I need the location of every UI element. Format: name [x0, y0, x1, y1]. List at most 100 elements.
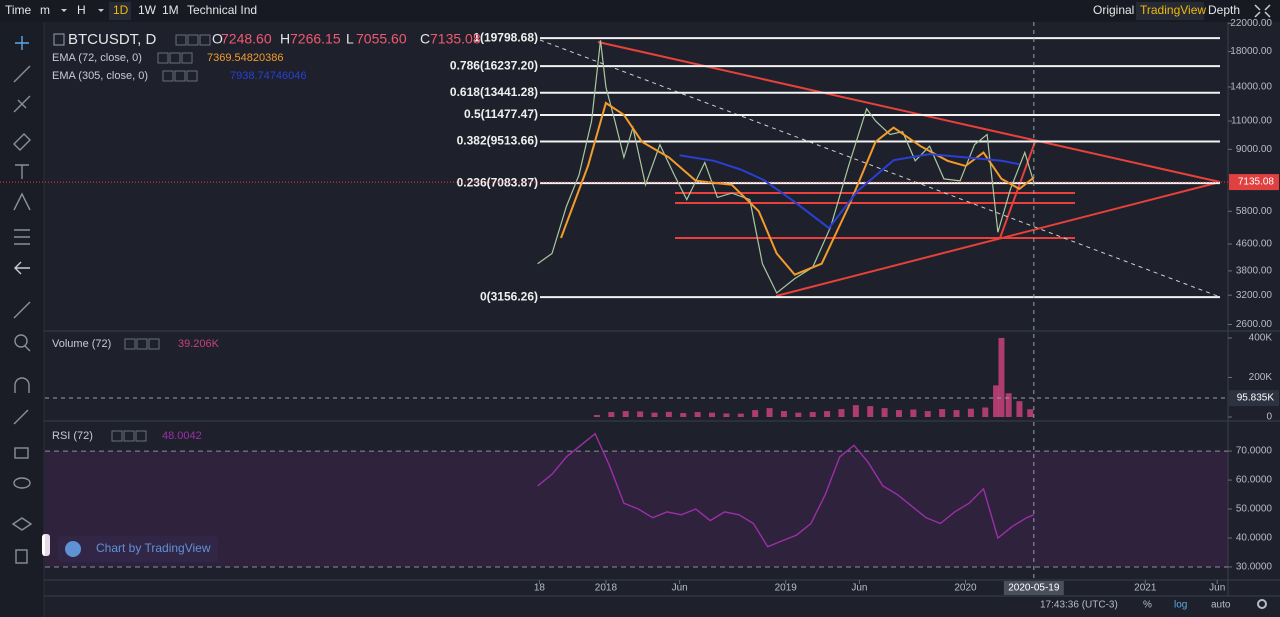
- clock: 17:43:36 (UTC-3): [1040, 600, 1118, 611]
- active-view: [1136, 2, 1204, 20]
- legend-icon[interactable]: [157, 52, 169, 64]
- volume-bar: [881, 408, 888, 417]
- legend-icon[interactable]: [136, 338, 148, 350]
- y-tick-label: 9000.00: [1236, 144, 1273, 155]
- legend-icon[interactable]: [123, 430, 135, 442]
- toolbar-dropdown[interactable]: H: [77, 3, 86, 17]
- volume-bar: [752, 410, 759, 417]
- dropdown-arrow: [98, 9, 104, 12]
- ohlc-label: C: [420, 31, 430, 47]
- legend-icon[interactable]: [174, 70, 186, 82]
- indicator-name[interactable]: EMA (72, close, 0): [52, 52, 142, 64]
- fib-label: 0(3156.26): [480, 289, 538, 303]
- trend-dashed-line: [539, 39, 1221, 298]
- ohlc-value: 7135.08: [430, 31, 481, 47]
- x-tick-label: 2020: [954, 583, 977, 594]
- volume-bar: [867, 406, 874, 417]
- x-tick-label: Jun: [851, 583, 867, 594]
- legend-icon[interactable]: [124, 338, 136, 350]
- volume-bar: [709, 412, 716, 417]
- fib-label: 0.786(16237.20): [450, 58, 538, 72]
- collapse-handle[interactable]: [42, 534, 50, 556]
- x-tick-label: 2018: [595, 583, 618, 594]
- volume-bar: [622, 411, 629, 417]
- x-tick-label: 2021: [1134, 583, 1157, 594]
- volume-bar: [665, 411, 672, 417]
- y-tick-label: 3800.00: [1236, 266, 1273, 277]
- legend-icon[interactable]: [181, 52, 193, 64]
- pane-title[interactable]: Volume (72): [52, 338, 111, 350]
- legend-icon[interactable]: [169, 52, 181, 64]
- drawing-tools[interactable]: [11, 36, 33, 564]
- crosshair-tag: [1003, 581, 1064, 595]
- legend-icon[interactable]: [199, 34, 211, 46]
- legend-icon[interactable]: [186, 70, 198, 82]
- legend-icon[interactable]: [187, 34, 199, 46]
- x-tick-label: Jun: [1209, 583, 1225, 594]
- watermark[interactable]: Chart by TradingView: [96, 541, 211, 555]
- legend-icon[interactable]: [148, 338, 160, 350]
- volume-bar: [593, 415, 600, 417]
- toolbar-button[interactable]: Technical Ind: [187, 3, 257, 17]
- view-button[interactable]: Original: [1093, 3, 1134, 17]
- legend-icon[interactable]: [135, 430, 147, 442]
- ohlc-value: 7266.15: [290, 31, 341, 47]
- last-price-tag: [1229, 174, 1279, 191]
- y-tick-label: 4600.00: [1236, 239, 1273, 250]
- volume-bar: [637, 411, 644, 417]
- fib-label: 0.618(13441.28): [450, 85, 538, 99]
- volume-bar: [795, 412, 802, 417]
- y-tick-label: 30.0000: [1236, 562, 1273, 573]
- toolbar-button[interactable]: Time: [5, 3, 32, 17]
- settings-icon[interactable]: [1257, 599, 1267, 609]
- x-tick-label: 2019: [775, 583, 798, 594]
- y-tick-label: 0: [1266, 412, 1272, 423]
- volume-bar: [895, 410, 902, 417]
- x-tick-label: Jun: [672, 583, 688, 594]
- active-interval: [109, 2, 131, 20]
- toolbar-button[interactable]: 1W: [138, 3, 157, 17]
- last-price-label: 7135.08: [1238, 177, 1275, 188]
- symbol-title: BTCUSDT, D: [68, 31, 157, 48]
- volume-bar: [924, 411, 931, 417]
- fib-label: 1(19798.68): [473, 30, 538, 44]
- volume-bar: [852, 405, 859, 417]
- toolbar-button[interactable]: 1D: [113, 3, 129, 17]
- scale-button[interactable]: log: [1174, 600, 1187, 611]
- left-toolbar: [0, 22, 44, 617]
- ohlc-label: O: [212, 31, 223, 47]
- view-button[interactable]: Depth: [1208, 3, 1240, 17]
- volume-bar: [680, 413, 687, 417]
- indicator-value: 7369.54820386: [207, 52, 283, 64]
- legend-icon[interactable]: [175, 34, 187, 46]
- fib-label: 0.382(9513.66): [457, 134, 538, 148]
- volume-bar: [967, 408, 974, 417]
- volume-bar: [1027, 409, 1034, 417]
- y-tick-label: 14000.00: [1230, 82, 1272, 93]
- volume-average-label: 95.835K: [1237, 393, 1275, 404]
- y-tick-label: 50.0000: [1236, 504, 1273, 515]
- volume-bar: [723, 413, 730, 417]
- toolbar-button[interactable]: 1M: [162, 3, 179, 17]
- dropdown-arrow: [61, 9, 67, 12]
- toolbar-dropdown[interactable]: m: [40, 3, 50, 17]
- scale-button[interactable]: auto: [1211, 600, 1231, 611]
- legend-icon[interactable]: [111, 430, 123, 442]
- watermark-box: [58, 536, 218, 562]
- y-tick-label: 200K: [1249, 372, 1273, 383]
- pane-title[interactable]: RSI (72): [52, 430, 93, 442]
- volume-bar: [910, 409, 917, 417]
- y-tick-label: 11000.00: [1231, 116, 1272, 127]
- scale-button[interactable]: %: [1143, 600, 1152, 611]
- volume-bar: [766, 408, 773, 417]
- fullscreen-icon[interactable]: [1254, 4, 1271, 18]
- volume-bar: [1005, 393, 1012, 417]
- volume-bar: [953, 410, 960, 417]
- ohlc-label: H: [280, 31, 290, 47]
- volume-bar: [824, 411, 831, 417]
- view-button[interactable]: TradingView: [1140, 3, 1206, 17]
- pane-value: 39.206K: [178, 338, 220, 350]
- indicator-name[interactable]: EMA (305, close, 0): [52, 70, 148, 82]
- legend-icon[interactable]: [162, 70, 174, 82]
